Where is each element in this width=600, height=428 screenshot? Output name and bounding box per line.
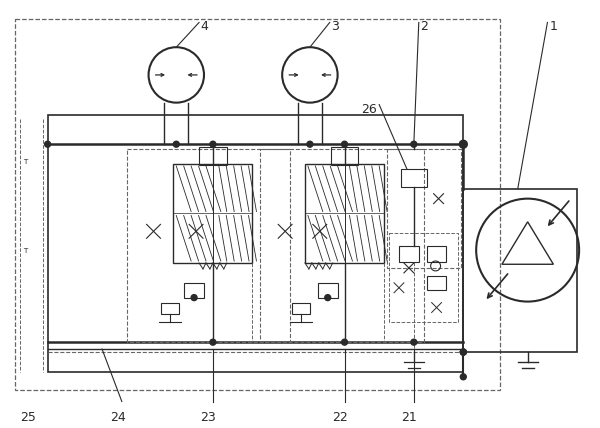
Bar: [15, 18, 500, 389]
Circle shape: [210, 339, 216, 345]
Text: 2: 2: [420, 21, 428, 33]
Circle shape: [460, 141, 466, 147]
Bar: [184, 283, 204, 297]
Circle shape: [191, 294, 197, 300]
Bar: [199, 147, 227, 165]
Text: 21: 21: [401, 411, 417, 425]
Circle shape: [307, 141, 313, 147]
Text: 26: 26: [361, 103, 377, 116]
Text: T: T: [23, 248, 27, 254]
Circle shape: [341, 339, 347, 345]
Bar: [389, 233, 458, 322]
Bar: [463, 189, 577, 352]
Bar: [47, 115, 463, 372]
Bar: [401, 169, 427, 187]
Circle shape: [173, 141, 179, 147]
Text: 25: 25: [20, 411, 36, 425]
Bar: [127, 149, 290, 342]
Bar: [427, 246, 446, 262]
Bar: [318, 283, 338, 297]
Bar: [387, 149, 461, 268]
Bar: [292, 303, 310, 315]
Bar: [427, 276, 446, 290]
Circle shape: [460, 349, 466, 355]
Text: T: T: [23, 159, 27, 165]
Bar: [399, 246, 419, 262]
Circle shape: [460, 349, 466, 355]
Circle shape: [210, 141, 216, 147]
Bar: [173, 164, 253, 263]
Circle shape: [460, 140, 467, 148]
Circle shape: [460, 374, 466, 380]
Text: 24: 24: [110, 411, 126, 425]
Bar: [161, 303, 179, 315]
Circle shape: [411, 339, 417, 345]
Text: 3: 3: [331, 21, 338, 33]
Text: 23: 23: [200, 411, 216, 425]
Bar: [260, 149, 424, 342]
Circle shape: [460, 141, 466, 147]
Text: 22: 22: [332, 411, 347, 425]
Circle shape: [341, 141, 347, 147]
Circle shape: [44, 141, 50, 147]
Text: 4: 4: [200, 21, 208, 33]
Bar: [305, 164, 384, 263]
Circle shape: [411, 141, 417, 147]
Circle shape: [325, 294, 331, 300]
Circle shape: [460, 349, 466, 355]
Bar: [331, 147, 358, 165]
Text: 1: 1: [550, 21, 557, 33]
